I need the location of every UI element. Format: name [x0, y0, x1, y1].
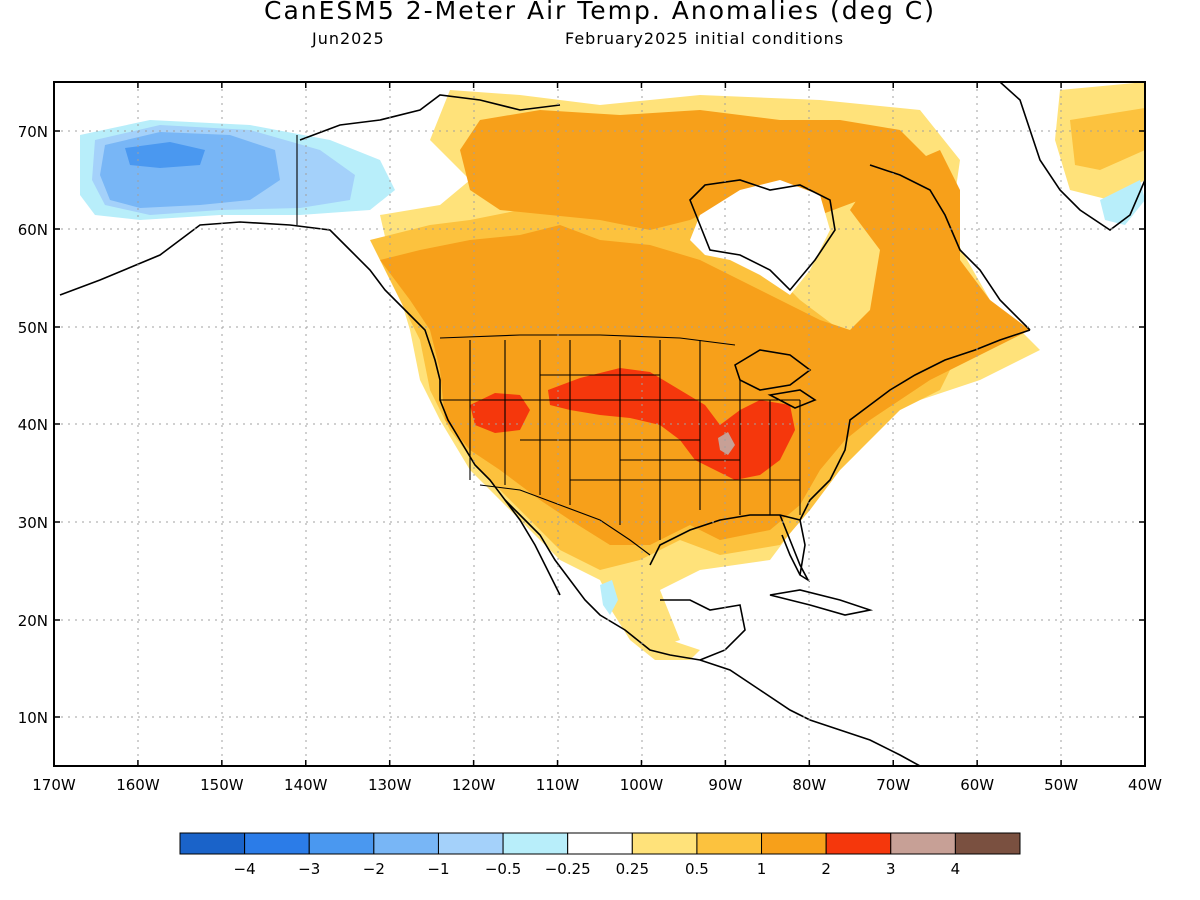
lon-label-60W: 60W: [960, 776, 994, 794]
florida: [779, 514, 811, 583]
anomaly-warm-2: [380, 150, 1030, 545]
longitude-labels: 170W 160W 150W 140W 130W 120W 110W 100W 90W 80W 70…: [32, 776, 1162, 794]
latitude-labels: 70N 60N 50N 40N 30N 20N 10N: [18, 123, 48, 727]
colorbar-swatch: [890, 832, 956, 855]
colorbar-label: −1: [427, 860, 449, 878]
lat-label-30N: 30N: [18, 514, 48, 532]
lon-label-100W: 100W: [620, 776, 664, 794]
hudson-bay-shore: [689, 179, 836, 292]
colorbar-swatch: [825, 832, 892, 855]
colorbar-swatch: [244, 832, 310, 855]
arctic-coast: [299, 94, 561, 141]
colorbar-label: 3: [886, 860, 896, 878]
graticule: [54, 82, 1145, 766]
colorbar-swatch: [954, 832, 1021, 855]
colorbar-swatch: [308, 832, 375, 855]
cuba: [769, 589, 874, 616]
lat-label-50N: 50N: [18, 319, 48, 337]
anomaly-peak: [718, 432, 735, 455]
colorbar-label: 2: [821, 860, 831, 878]
east-coast: [799, 329, 1031, 521]
labrador-coast: [869, 164, 1031, 331]
anomaly-greenland-warm-1: [1070, 108, 1145, 170]
colorbar-label: 0.5: [685, 860, 709, 878]
forecast-month: Jun2025: [312, 29, 385, 48]
anomaly-hot-west: [470, 393, 530, 433]
colorbar-labels: −4 −3 −2 −1 −0.5 −0.25 0.25 0.5 1 2 3 4: [234, 860, 961, 878]
north-america-west-coast: [59, 221, 921, 766]
great-lakes: [734, 349, 817, 409]
anomaly-mexico-cold: [600, 580, 618, 615]
anomaly-shading: [80, 82, 1145, 660]
lat-label-20N: 20N: [18, 612, 48, 630]
map-title: CanESM5 2-Meter Air Temp. Anomalies (deg…: [264, 0, 936, 25]
colorbar-label: −4: [234, 860, 256, 878]
lon-label-90W: 90W: [708, 776, 742, 794]
colorbar-label: 1: [757, 860, 767, 878]
colorbar-label: −0.25: [545, 860, 591, 878]
baja-peninsula: [504, 499, 561, 596]
anomaly-cold-minus2: [100, 132, 280, 208]
colorbar-swatch: [179, 832, 246, 855]
colorbar-swatch: [567, 832, 633, 855]
colorbar-label: 0.25: [616, 860, 649, 878]
lat-label-70N: 70N: [18, 123, 48, 141]
lat-label-10N: 10N: [18, 709, 48, 727]
lon-label-130W: 130W: [368, 776, 412, 794]
colorbar-label: −3: [298, 860, 320, 878]
us-canada-border: [439, 334, 736, 346]
colorbar-swatch: [502, 832, 569, 855]
colorbar-swatch: [437, 832, 504, 855]
tick-marks: [53, 82, 1146, 766]
lon-label-80W: 80W: [792, 776, 826, 794]
colorbar-swatch: [373, 832, 439, 855]
colorbar-swatch: [761, 832, 827, 855]
state-borders: [296, 135, 801, 556]
anomaly-greenland-cold: [1100, 180, 1145, 225]
colorbar-label: −0.5: [485, 860, 521, 878]
gulf-coast: [649, 514, 806, 576]
colorbar: [179, 832, 1021, 855]
colorbar-label: −2: [363, 860, 385, 878]
state-lines: [440, 340, 801, 540]
greenland-coast: [999, 82, 1145, 231]
lon-label-150W: 150W: [200, 776, 244, 794]
lat-label-60N: 60N: [18, 221, 48, 239]
lat-label-40N: 40N: [18, 416, 48, 434]
lon-label-170W: 170W: [32, 776, 76, 794]
lon-label-160W: 160W: [116, 776, 160, 794]
lon-label-140W: 140W: [284, 776, 328, 794]
colorbar-label: 4: [951, 860, 961, 878]
initial-conditions: February2025 initial conditions: [565, 29, 845, 48]
lon-label-70W: 70W: [876, 776, 910, 794]
anomaly-mexico-warm: [600, 555, 700, 660]
us-mexico-border: [479, 484, 651, 556]
lon-label-50W: 50W: [1044, 776, 1078, 794]
lon-label-40W: 40W: [1128, 776, 1162, 794]
colorbar-swatch: [631, 832, 698, 855]
lon-label-110W: 110W: [536, 776, 580, 794]
lon-label-120W: 120W: [452, 776, 496, 794]
colorbar-swatch: [696, 832, 763, 855]
anomaly-cold-minus3: [125, 142, 205, 168]
